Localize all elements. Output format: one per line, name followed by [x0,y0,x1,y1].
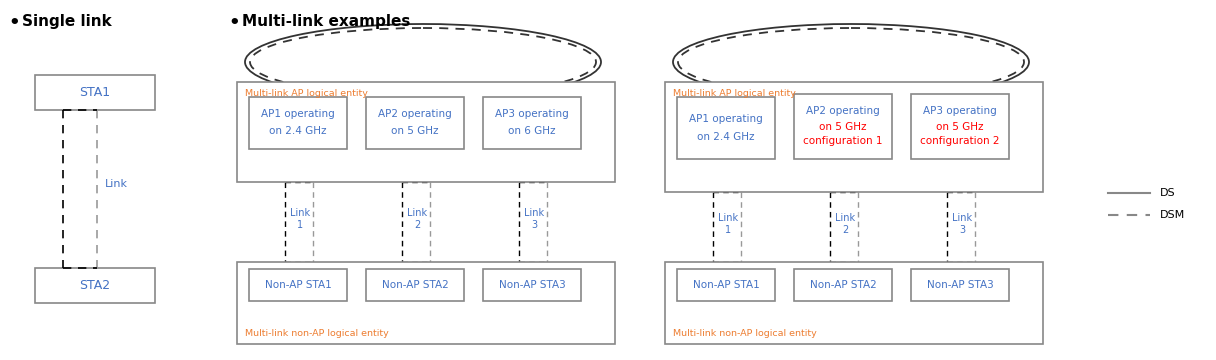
Text: on 5 GHz: on 5 GHz [936,122,984,132]
FancyBboxPatch shape [249,97,347,149]
Text: AP3 operating: AP3 operating [495,109,569,119]
Text: configuration 2: configuration 2 [921,136,1000,147]
Text: Non-AP STA2: Non-AP STA2 [382,280,449,290]
FancyBboxPatch shape [35,268,154,303]
FancyBboxPatch shape [366,97,465,149]
Text: •: • [9,14,19,32]
Text: on 5 GHz: on 5 GHz [392,126,439,136]
Text: AP3 operating: AP3 operating [923,107,997,117]
Text: AP2 operating: AP2 operating [378,109,452,119]
Text: Multi-link AP logical entity: Multi-link AP logical entity [244,89,368,98]
Text: DSM: DSM [1160,210,1186,220]
Text: AP2 operating: AP2 operating [806,107,880,117]
Text: STA2: STA2 [79,279,111,292]
Text: Link
1: Link 1 [717,213,738,235]
FancyBboxPatch shape [794,269,893,301]
Text: Multi-link non-AP logical entity: Multi-link non-AP logical entity [244,329,389,338]
Text: STA1: STA1 [79,86,111,99]
FancyBboxPatch shape [665,82,1043,192]
Text: on 2.4 GHz: on 2.4 GHz [697,132,755,142]
Text: Multi-link non-AP logical entity: Multi-link non-AP logical entity [672,329,817,338]
FancyBboxPatch shape [35,75,154,110]
Text: Link: Link [105,179,128,189]
FancyBboxPatch shape [237,82,615,182]
Text: Non-AP STA1: Non-AP STA1 [693,280,759,290]
FancyBboxPatch shape [911,269,1009,301]
Text: Non-AP STA3: Non-AP STA3 [927,280,993,290]
Text: Single link: Single link [22,14,112,29]
Text: Non-AP STA3: Non-AP STA3 [499,280,565,290]
FancyBboxPatch shape [483,269,581,301]
Text: Link
2: Link 2 [835,213,855,235]
Text: Link
2: Link 2 [407,208,427,230]
FancyBboxPatch shape [911,94,1009,159]
Text: configuration 1: configuration 1 [804,136,883,147]
FancyBboxPatch shape [794,94,893,159]
Text: •: • [229,14,240,32]
FancyBboxPatch shape [483,97,581,149]
Text: Multi-link examples: Multi-link examples [242,14,410,29]
Text: Multi-link AP logical entity: Multi-link AP logical entity [672,89,796,98]
Text: Non-AP STA2: Non-AP STA2 [810,280,877,290]
FancyBboxPatch shape [665,262,1043,344]
Text: Non-AP STA1: Non-AP STA1 [265,280,332,290]
FancyBboxPatch shape [677,97,775,159]
Text: on 2.4 GHz: on 2.4 GHz [269,126,327,136]
Text: Link
1: Link 1 [289,208,310,230]
FancyBboxPatch shape [237,262,615,344]
Text: Link
3: Link 3 [952,213,972,235]
FancyBboxPatch shape [366,269,465,301]
Text: DS: DS [1160,188,1176,198]
Text: AP1 operating: AP1 operating [689,114,762,124]
FancyBboxPatch shape [249,269,347,301]
Text: on 5 GHz: on 5 GHz [820,122,867,132]
Text: on 6 GHz: on 6 GHz [508,126,556,136]
FancyBboxPatch shape [677,269,775,301]
Text: AP1 operating: AP1 operating [261,109,334,119]
Text: Link
3: Link 3 [524,208,544,230]
